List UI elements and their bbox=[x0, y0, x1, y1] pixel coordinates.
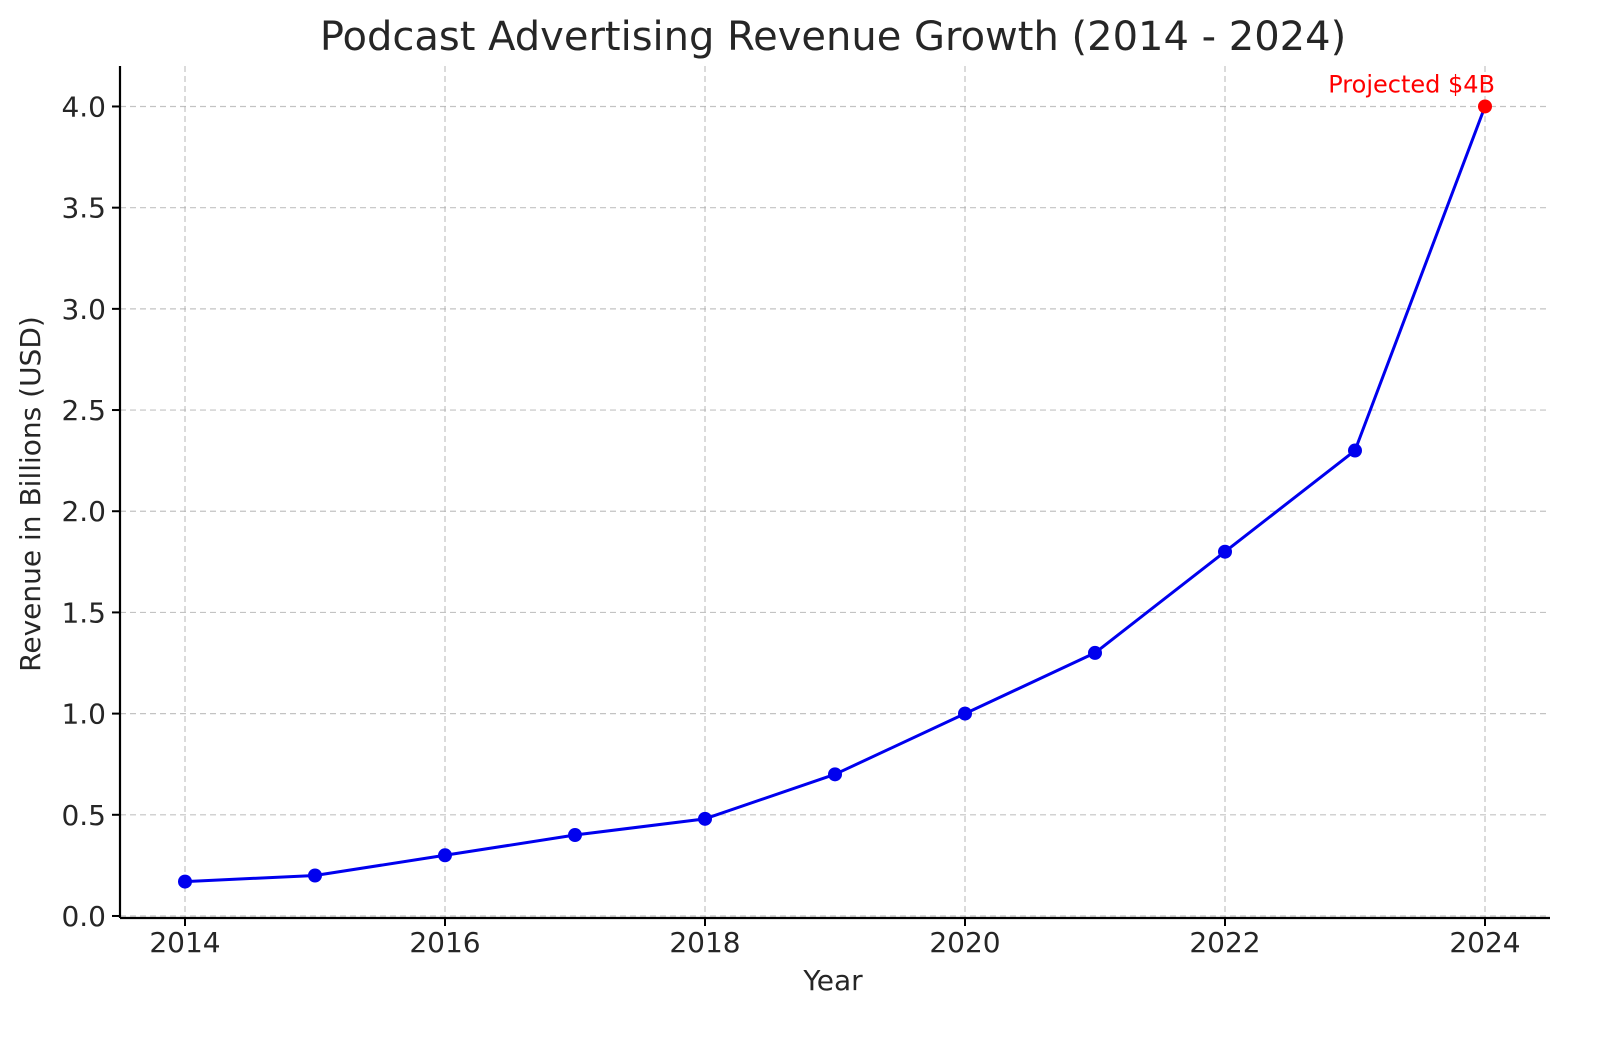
x-tick-label: 2020 bbox=[929, 926, 1000, 959]
x-axis-label: Year bbox=[802, 964, 863, 997]
y-tick-label: 2.0 bbox=[61, 495, 106, 528]
data-point bbox=[1088, 645, 1102, 660]
data-point bbox=[308, 868, 322, 883]
y-tick-label: 1.5 bbox=[61, 596, 106, 629]
series bbox=[178, 99, 1492, 889]
y-axis-label: Revenue in Billions (USD) bbox=[14, 316, 47, 672]
y-tick-label: 4.0 bbox=[61, 90, 106, 123]
annotations: Projected $4B bbox=[1328, 70, 1495, 98]
data-point bbox=[438, 848, 452, 863]
data-point bbox=[958, 706, 972, 721]
x-tick-label: 2018 bbox=[669, 926, 740, 959]
data-point bbox=[698, 811, 712, 826]
data-point bbox=[1218, 544, 1232, 559]
grid bbox=[120, 66, 1550, 918]
y-tick-label: 3.0 bbox=[61, 293, 106, 326]
x-tick-label: 2024 bbox=[1449, 926, 1520, 959]
data-point bbox=[828, 767, 842, 782]
y-tick-label: 0.5 bbox=[61, 799, 106, 832]
x-tick-label: 2014 bbox=[149, 926, 220, 959]
annotation-label: Projected $4B bbox=[1328, 70, 1495, 98]
y-tick-label: 1.0 bbox=[61, 698, 106, 731]
chart-title: Podcast Advertising Revenue Growth (2014… bbox=[320, 14, 1346, 60]
x-tick-label: 2022 bbox=[1189, 926, 1260, 959]
data-point bbox=[178, 874, 192, 889]
tick-labels: 2014 2016 2018 2020 2022 2024 0.0 0.5 1.0 1.5 2.0 2… bbox=[61, 90, 1520, 959]
highlighted-point bbox=[1478, 99, 1492, 114]
x-tick-label: 2016 bbox=[409, 926, 480, 959]
series-line bbox=[184, 105, 1487, 884]
data-point bbox=[568, 828, 582, 843]
y-tick-label: 3.5 bbox=[61, 192, 106, 225]
y-tick-label: 0.0 bbox=[61, 900, 106, 933]
data-point bbox=[1348, 443, 1362, 458]
y-tick-label: 2.5 bbox=[61, 394, 106, 427]
axes bbox=[112, 66, 1550, 926]
